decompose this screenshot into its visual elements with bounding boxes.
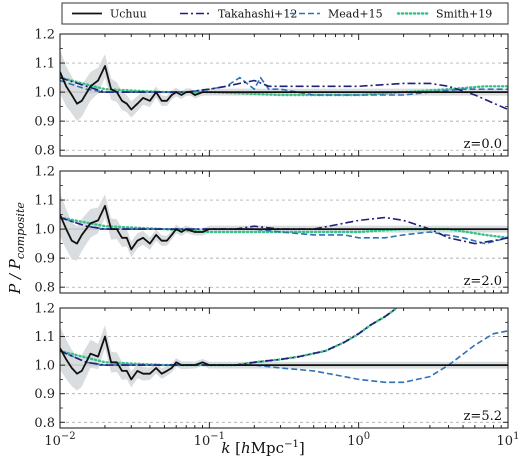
panel-2: 0.8 0.9 1.0 1.1 1.2 z=2.0 <box>34 165 509 296</box>
y-tick-label: 1.0 <box>34 223 55 238</box>
panel-frame <box>59 170 509 294</box>
panels: 0.8 0.9 1.0 1.1 1.2 z=0.0 0.8 0.9 1.0 1.1 1.2 z=2.0… <box>34 28 519 450</box>
uchuu-error-band <box>60 325 508 391</box>
series-line-takahashi-12 <box>60 216 508 245</box>
y-tick-label: 1.2 <box>34 28 55 43</box>
y-tick-label: 1.0 <box>34 86 55 101</box>
series-line-takahashi-12 <box>60 308 398 366</box>
panel-frame <box>59 307 509 429</box>
series-line-uchuu <box>60 335 508 381</box>
legend-label-takahashi-12: Takahashi+12 <box>218 8 297 21</box>
series-line-mead-15 <box>60 330 508 384</box>
series-line-smith-19 <box>60 76 508 97</box>
y-tick-label: 1.0 <box>34 359 55 374</box>
panel-redshift-label: z=5.2 <box>464 409 502 424</box>
y-tick-label: 0.8 <box>34 144 55 159</box>
panel-redshift-label: z=0.0 <box>464 137 502 152</box>
series-line-mead-15 <box>60 216 508 245</box>
x-tick-label: 100 <box>347 431 370 449</box>
y-tick-label: 0.9 <box>34 252 55 267</box>
panel-plot-area <box>60 308 508 391</box>
uchuu-error-band <box>60 192 508 261</box>
x-axis-label: k [hMpc−1] <box>221 439 304 457</box>
x-tick-label: 10−2 <box>44 431 75 449</box>
x-tick-label: 101 <box>497 431 520 449</box>
series-line-takahashi-12 <box>60 76 508 111</box>
series-line-mead-15 <box>60 76 508 96</box>
y-tick-label: 0.8 <box>34 281 55 296</box>
panel-redshift-label: z=2.0 <box>464 274 502 289</box>
panel-3: 0.8 0.9 1.0 1.1 1.2 z=5.2 <box>34 302 509 431</box>
series-line-uchuu <box>60 204 508 251</box>
y-axis-label: P / Pcomposite <box>6 202 27 295</box>
x-tick-label: 10−1 <box>194 431 225 449</box>
legend-label-mead-15: Mead+15 <box>328 8 383 21</box>
legend-label-smith-19: Smith+19 <box>436 8 492 21</box>
uchuu-error-band <box>60 50 508 121</box>
y-tick-label: 0.8 <box>34 416 55 431</box>
y-tick-label: 1.1 <box>34 330 55 345</box>
x-tick-labels: 10−2 10−1 100 101 <box>44 431 519 449</box>
y-tick-label: 1.2 <box>34 165 55 180</box>
y-tick-label: 1.1 <box>34 57 55 72</box>
panel-frame <box>59 33 509 157</box>
legend-box <box>61 2 509 25</box>
panel-plot-area <box>60 192 508 261</box>
legend: Uchuu Takahashi+12 Mead+15 Smith+19 <box>61 2 509 25</box>
series-line-smith-19 <box>60 216 508 240</box>
panel-1: 0.8 0.9 1.0 1.1 1.2 z=0.0 <box>34 28 509 159</box>
y-tick-label: 0.9 <box>34 115 55 130</box>
y-tick-label: 1.1 <box>34 194 55 209</box>
legend-label-uchuu: Uchuu <box>110 8 147 21</box>
y-tick-label: 0.9 <box>34 387 55 402</box>
panel-plot-area <box>60 50 508 121</box>
series-line-uchuu <box>60 65 508 111</box>
y-tick-label: 1.2 <box>34 302 55 317</box>
